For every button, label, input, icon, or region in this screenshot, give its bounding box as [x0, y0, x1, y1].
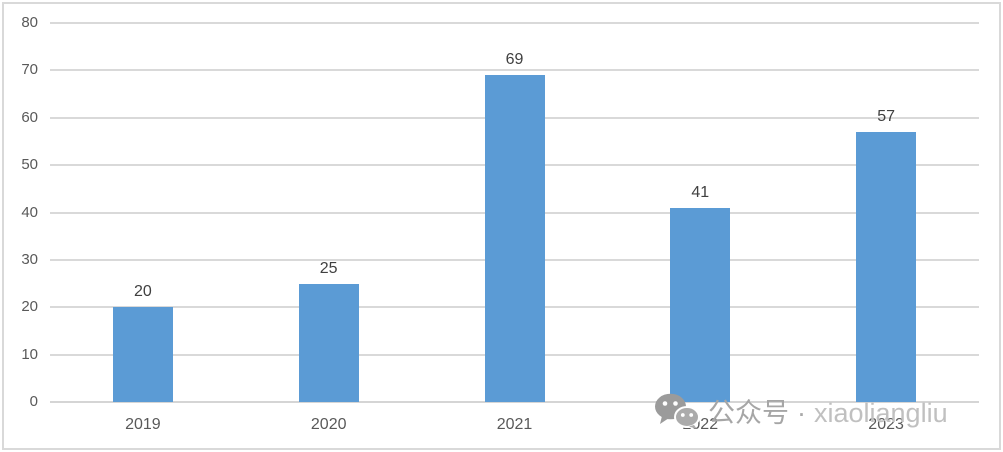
wechat-icon [654, 393, 700, 434]
bar-2020[interactable] [298, 283, 359, 402]
x-axis-line [50, 401, 979, 403]
x-axis-label-2023: 2023 [868, 416, 904, 433]
data-label-2021: 69 [505, 51, 524, 69]
x-axis-label-2021: 2021 [496, 416, 533, 433]
data-label-2022: 41 [691, 183, 710, 201]
watermark: 公众号 · xiaoliangliu [654, 392, 948, 434]
y-axis-tick-label: 20 [21, 298, 38, 316]
gridline [50, 69, 979, 72]
x-axis-label-2019: 2019 [125, 416, 161, 433]
bar-2022[interactable] [670, 207, 731, 402]
y-axis-tick-label: 10 [21, 345, 38, 363]
y-axis-tick-label: 40 [21, 203, 38, 221]
y-axis-tick-label: 0 [29, 393, 38, 410]
bar-2021[interactable] [484, 75, 545, 402]
y-axis-tick-label: 50 [21, 156, 38, 174]
data-label-2023: 57 [877, 107, 895, 125]
y-axis-tick-label: 60 [21, 108, 38, 126]
watermark-en: xiaoliangliu [814, 397, 948, 428]
watermark-separator: · [797, 397, 806, 428]
bar-2023[interactable] [856, 131, 917, 402]
bar-2019[interactable] [112, 307, 173, 402]
data-label-2019: 20 [133, 283, 152, 301]
y-axis-tick-label: 70 [21, 61, 38, 79]
plot-area [50, 22, 979, 403]
y-axis-tick-label: 30 [21, 250, 38, 268]
watermark-cn: 公众号 [708, 397, 789, 428]
watermark-text: 公众号 · xiaoliangliu [708, 397, 948, 428]
data-label-2020: 25 [319, 259, 338, 277]
y-axis-tick-label: 80 [21, 14, 38, 31]
x-axis-label-2020: 2020 [310, 416, 347, 433]
gridline [50, 22, 979, 24]
